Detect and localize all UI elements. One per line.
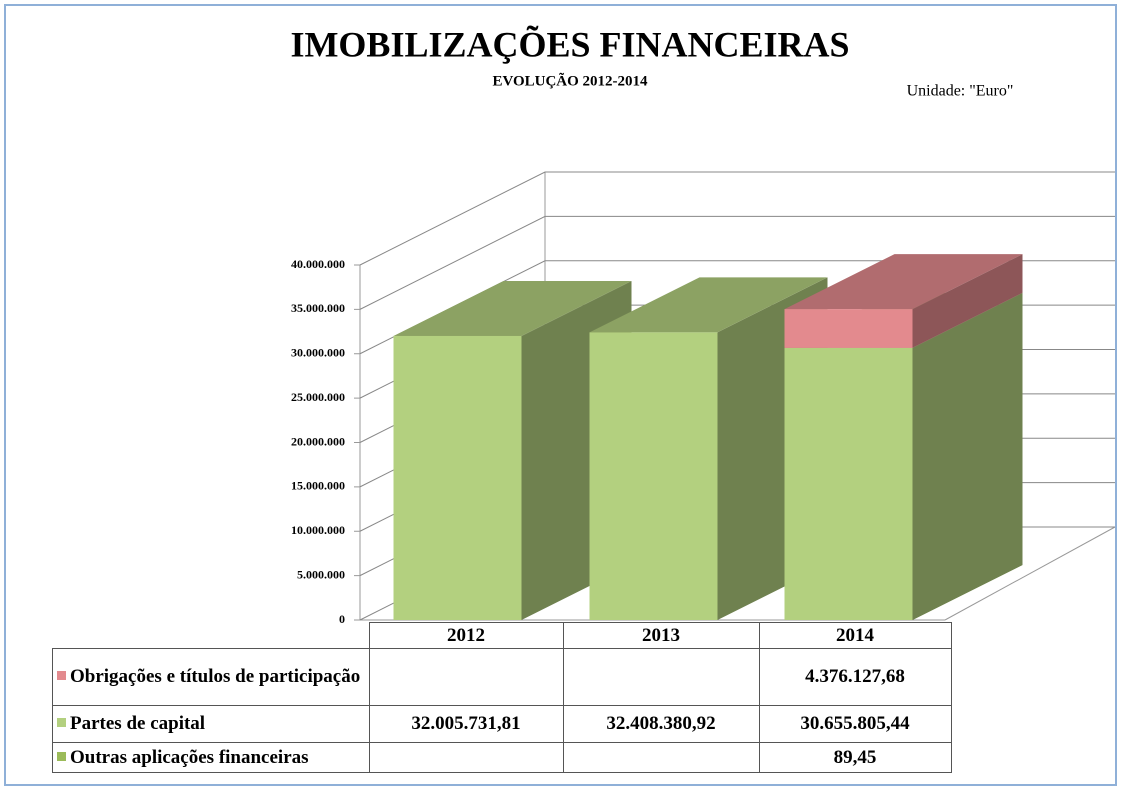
y-tick-label: 15.000.000 <box>291 479 345 493</box>
bar-top <box>784 254 1023 310</box>
value-label: 32.408.380,92 <box>606 713 716 734</box>
legend-label: Obrigações e títulos de participação <box>70 666 361 687</box>
bar-front <box>393 335 522 620</box>
bar-front <box>784 347 913 620</box>
value-cell <box>368 742 564 773</box>
chart-title: IMOBILIZAÇÕES FINANCEIRAS <box>290 24 849 64</box>
value-cell: 30.655.805,44 <box>758 705 952 743</box>
floor-edge <box>944 526 1116 621</box>
header-row: 2012 2013 2014 <box>53 622 952 649</box>
y-tick-label: 25.000.000 <box>291 390 345 404</box>
series-row: Partes de capital 32.005.731,81 32.408.380… <box>52 705 952 743</box>
bar-side <box>912 564 1023 620</box>
legend-marker <box>57 671 66 680</box>
value-cell: 32.408.380,92 <box>562 705 760 743</box>
blank-cell <box>53 623 370 649</box>
y-tick-label: 10.000.000 <box>291 523 345 537</box>
y-tick-label: 30.000.000 <box>291 346 345 360</box>
value-cell: 32.005.731,81 <box>368 705 564 743</box>
legend-label: Partes de capital <box>70 713 206 734</box>
grid-line <box>359 215 1115 310</box>
unit-note: Unidade: "Euro" <box>907 83 1014 100</box>
category-label: 2012 <box>368 622 564 649</box>
series-row: Obrigações e títulos de participação 4.37… <box>52 648 952 706</box>
bar-segment <box>784 254 1023 348</box>
value-cell <box>368 648 564 706</box>
frame <box>4 4 1117 786</box>
value-cell: 4.376.127,68 <box>758 648 952 706</box>
legend-label: Outras aplicações financeiras <box>70 746 309 768</box>
bar-top <box>393 280 632 336</box>
legend-cell: Partes de capital <box>52 705 370 743</box>
value-label: 89,45 <box>833 746 877 768</box>
value-cell: 89,45 <box>758 742 952 773</box>
grid-line <box>359 171 1115 266</box>
bar-side <box>912 254 1023 348</box>
bar-top <box>589 277 828 333</box>
bar-front <box>589 332 718 620</box>
y-tick-label: 40.000.000 <box>291 257 345 271</box>
bar-side <box>912 292 1023 620</box>
y-tick-label: 20.000.000 <box>291 434 345 448</box>
y-tick-label: 35.000.000 <box>291 301 345 315</box>
legend-cell: Obrigações e títulos de participação <box>52 648 370 706</box>
legend-cell: Outras aplicações financeiras <box>52 742 370 773</box>
category-label: 2013 <box>562 622 760 649</box>
y-tick-label: 5.000.000 <box>297 567 345 581</box>
category-label: 2014 <box>758 622 952 649</box>
value-cell <box>562 742 760 773</box>
value-label: 30.655.805,44 <box>800 713 910 734</box>
series-row: Outras aplicações financeiras 89,45 <box>52 742 952 773</box>
bar-front <box>784 309 913 348</box>
legend-marker <box>57 751 66 761</box>
chart-subtitle: EVOLUÇÃO 2012-2014 <box>492 71 648 89</box>
value-label: 4.376.127,68 <box>805 666 905 687</box>
legend-marker <box>57 718 66 727</box>
value-label: 32.005.731,81 <box>411 713 521 734</box>
value-cell <box>562 648 760 706</box>
data-table: 2012 2013 2014 Obrigações e títulos de part… <box>52 622 952 773</box>
y-tick-label: 0 <box>339 612 345 626</box>
